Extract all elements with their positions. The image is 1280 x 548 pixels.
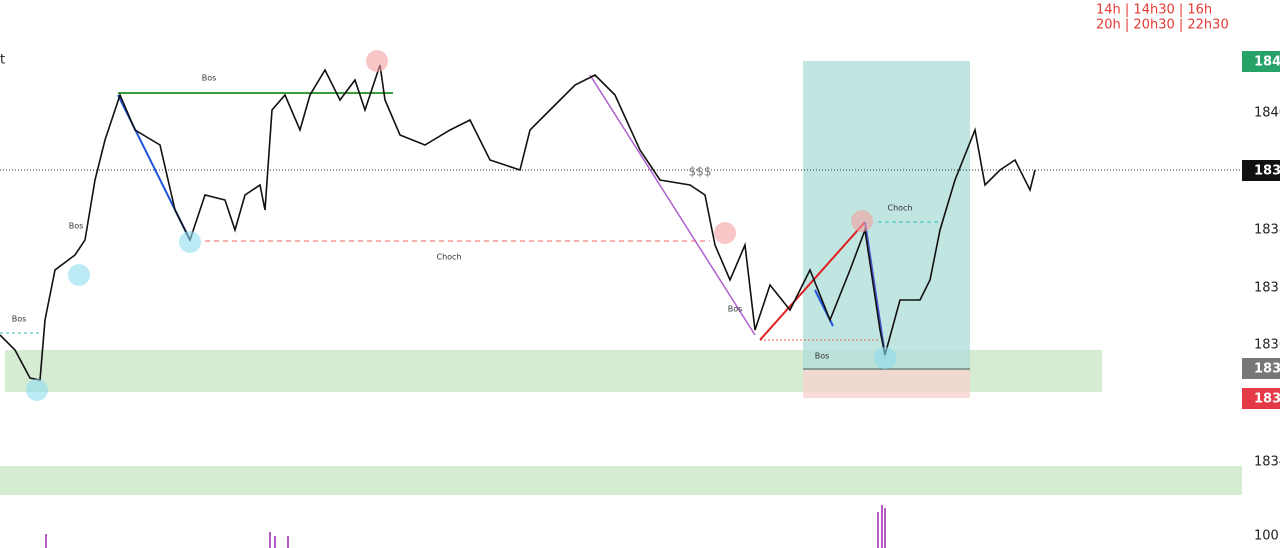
price-badge bbox=[1242, 51, 1280, 72]
price-badge bbox=[1242, 160, 1280, 181]
badge-label: 1835 bbox=[1254, 362, 1280, 377]
price-badge bbox=[1242, 358, 1280, 379]
price-series bbox=[0, 64, 1036, 381]
trend-line bbox=[589, 74, 756, 336]
swing-low bbox=[26, 379, 48, 401]
swing-low bbox=[874, 347, 896, 369]
axis-label: 1838 bbox=[1254, 223, 1280, 238]
axis-label: 1837 bbox=[1254, 281, 1280, 296]
annotation: Bos bbox=[202, 74, 217, 83]
trend-line bbox=[759, 221, 866, 341]
swing-high bbox=[714, 222, 736, 244]
axis-label: 1836 bbox=[1254, 338, 1280, 353]
annotation: Choch bbox=[436, 253, 461, 262]
annotation: Bos bbox=[69, 222, 84, 231]
time-label: 14h | 14h30 | 16h bbox=[1096, 3, 1212, 18]
time-label: 20h | 20h30 | 22h30 bbox=[1096, 18, 1229, 33]
corner-text: t bbox=[0, 53, 5, 68]
annotation: Bos bbox=[728, 305, 743, 314]
swing-low bbox=[68, 264, 90, 286]
annotation: Bos bbox=[12, 315, 27, 324]
price-axis bbox=[1242, 0, 1280, 548]
axis-label: 100 bbox=[1254, 529, 1279, 544]
swing-high bbox=[366, 50, 388, 72]
axis-label: 1840 bbox=[1254, 106, 1280, 121]
position-stop bbox=[803, 370, 970, 398]
demand-zone bbox=[0, 466, 1242, 495]
trend-line bbox=[864, 221, 886, 356]
volume-bars bbox=[45, 505, 886, 548]
swing-low bbox=[179, 231, 201, 253]
badge-label: 1835 bbox=[1254, 392, 1280, 407]
price-badge bbox=[1242, 388, 1280, 409]
badge-label: 1839 bbox=[1254, 164, 1280, 179]
badge-label: 1840 bbox=[1254, 55, 1280, 70]
annotation: Bos bbox=[815, 352, 830, 361]
axis-label: 1834 bbox=[1254, 455, 1280, 470]
annotation: Choch bbox=[887, 204, 912, 213]
swing-high bbox=[851, 210, 873, 232]
annotation: $$$ bbox=[689, 165, 712, 179]
